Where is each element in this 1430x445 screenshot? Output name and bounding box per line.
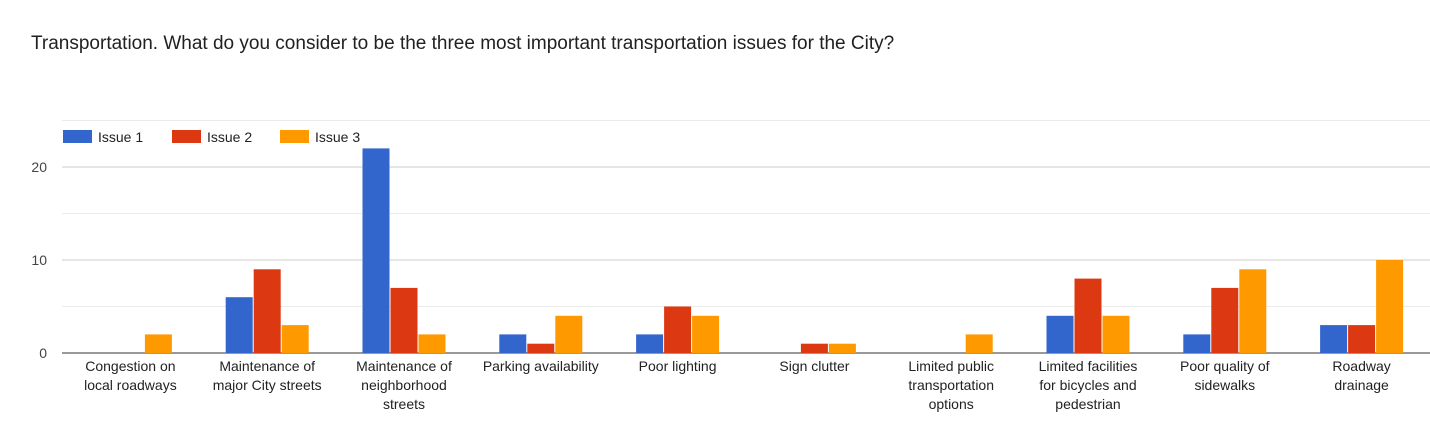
bar-issue-2[interactable]	[800, 343, 828, 353]
legend[interactable]: Issue 1 Issue 2 Issue 3	[63, 129, 360, 145]
x-category-label-line: Maintenance of	[219, 358, 315, 374]
bar-issue-1[interactable]	[362, 148, 390, 353]
x-category-label-line: Poor lighting	[639, 358, 717, 374]
y-tick-label: 0	[39, 345, 47, 361]
x-category-label-line: transportation	[908, 377, 994, 393]
x-category-label-line: neighborhood	[361, 377, 447, 393]
y-tick-label: 20	[31, 159, 47, 175]
x-category-label-line: Limited facilities	[1039, 358, 1138, 374]
bar-issue-3[interactable]	[1376, 260, 1404, 353]
x-category-label-line: Poor quality of	[1180, 358, 1270, 374]
bar-issue-2[interactable]	[1348, 325, 1376, 353]
legend-swatch	[280, 130, 309, 143]
bar-issue-2[interactable]	[390, 287, 418, 353]
x-category-label: Sign clutter	[779, 358, 849, 374]
x-category-label: Limited public transportation options	[908, 358, 994, 412]
bar-issue-1[interactable]	[1320, 325, 1348, 353]
x-category-label: Poor lighting	[639, 358, 717, 374]
bar-issue-1[interactable]	[1183, 334, 1211, 353]
bar-issue-1[interactable]	[499, 334, 527, 353]
bar-issue-2[interactable]	[1074, 278, 1102, 353]
legend-label: Issue 1	[98, 129, 143, 145]
x-category-label: Limited facilities for bicycles and pedest…	[1039, 358, 1138, 412]
legend-swatch	[63, 130, 92, 143]
x-category-label: Roadway drainage	[1332, 358, 1390, 393]
bar-issue-3[interactable]	[965, 334, 993, 353]
x-category-label-line: Congestion on	[85, 358, 175, 374]
x-category-label-line: streets	[383, 396, 425, 412]
bar-issue-3[interactable]	[1102, 315, 1130, 353]
bar-issue-3[interactable]	[828, 343, 856, 353]
legend-label: Issue 2	[207, 129, 252, 145]
x-category-label-line: local roadways	[84, 377, 177, 393]
x-category-label-line: sidewalks	[1194, 377, 1255, 393]
x-category-label: Maintenance of major City streets	[213, 358, 322, 393]
x-category-label-line: Sign clutter	[779, 358, 849, 374]
bar-issue-3[interactable]	[692, 315, 720, 353]
x-category-label-line: Maintenance of	[356, 358, 452, 374]
gridlines	[62, 120, 1430, 354]
x-category-label: Maintenance of neighborhood streets	[356, 358, 452, 412]
bar-issue-3[interactable]	[555, 315, 583, 353]
bar-issue-3[interactable]	[281, 325, 309, 353]
bar-issue-1[interactable]	[225, 297, 253, 353]
bar-issue-3[interactable]	[418, 334, 446, 353]
bar-issue-3[interactable]	[144, 334, 172, 353]
y-axis-ticks: 0 10 20	[31, 159, 47, 361]
x-category-label: Parking availability	[483, 358, 599, 374]
x-category-label: Congestion on local roadways	[84, 358, 177, 393]
legend-label: Issue 3	[315, 129, 360, 145]
bar-issue-1[interactable]	[636, 334, 664, 353]
legend-item[interactable]: Issue 1	[63, 129, 143, 145]
chart-title: Transportation. What do you consider to …	[31, 33, 895, 54]
y-tick-label: 10	[31, 252, 47, 268]
x-category-label: Poor quality of sidewalks	[1180, 358, 1270, 393]
bar-issue-3[interactable]	[1239, 269, 1267, 353]
bars	[144, 148, 1404, 354]
x-category-label-line: Roadway	[1332, 358, 1390, 374]
bar-issue-2[interactable]	[1211, 287, 1239, 353]
x-category-label-line: major City streets	[213, 377, 322, 393]
x-axis-labels: Congestion on local roadways Maintenance o…	[84, 358, 1391, 412]
bar-issue-2[interactable]	[664, 306, 692, 354]
x-category-label-line: for bicycles and	[1039, 377, 1136, 393]
bar-issue-2[interactable]	[253, 269, 281, 353]
legend-swatch	[172, 130, 201, 143]
legend-item[interactable]: Issue 2	[172, 129, 252, 145]
x-category-label-line: drainage	[1334, 377, 1389, 393]
x-category-label-line: options	[929, 396, 974, 412]
legend-item[interactable]: Issue 3	[280, 129, 360, 145]
x-category-label-line: pedestrian	[1055, 396, 1120, 412]
x-category-label-line: Limited public	[908, 358, 994, 374]
bar-issue-1[interactable]	[1046, 315, 1074, 353]
bar-issue-2[interactable]	[527, 343, 555, 353]
x-category-label-line: Parking availability	[483, 358, 599, 374]
